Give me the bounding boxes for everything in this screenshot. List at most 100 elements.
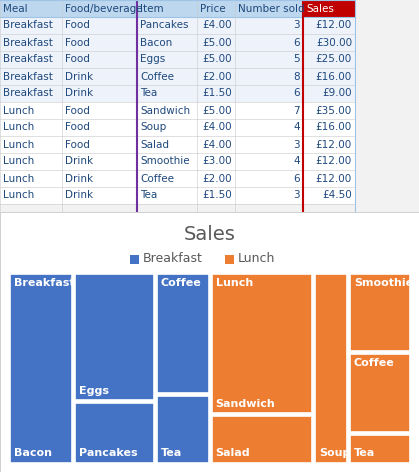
Text: Food/beverage: Food/beverage: [65, 3, 142, 14]
Text: 3: 3: [293, 140, 300, 150]
Text: Tea: Tea: [140, 191, 157, 201]
Text: Pancakes: Pancakes: [140, 20, 189, 31]
Text: Coffee: Coffee: [354, 358, 395, 368]
Text: Tea: Tea: [140, 89, 157, 99]
Bar: [303, 102, 355, 119]
Text: Number sold: Number sold: [238, 3, 305, 14]
Bar: [235, 17, 303, 34]
Bar: [303, 85, 355, 102]
Bar: [137, 68, 197, 85]
Bar: [75, 403, 154, 463]
Bar: [197, 119, 235, 136]
Bar: [0, 119, 62, 136]
Text: Food: Food: [65, 54, 90, 65]
Bar: [137, 51, 197, 68]
Bar: [75, 273, 154, 400]
Bar: [225, 254, 234, 263]
Text: Breakfast: Breakfast: [13, 278, 74, 287]
Text: £2.00: £2.00: [202, 174, 232, 184]
Bar: [0, 51, 62, 68]
Text: £16.00: £16.00: [316, 71, 352, 82]
Bar: [303, 187, 355, 204]
Text: Drink: Drink: [65, 89, 93, 99]
Bar: [303, 17, 355, 34]
Bar: [137, 136, 197, 153]
Text: £1.50: £1.50: [202, 191, 232, 201]
Bar: [0, 0, 62, 17]
Text: Lunch: Lunch: [3, 191, 34, 201]
Bar: [197, 187, 235, 204]
Bar: [62, 68, 137, 85]
Text: Coffee: Coffee: [160, 278, 202, 287]
Text: £2.00: £2.00: [202, 71, 232, 82]
Text: £5.00: £5.00: [202, 106, 232, 116]
Bar: [0, 68, 62, 85]
Bar: [197, 51, 235, 68]
Text: Soup: Soup: [319, 448, 350, 458]
Bar: [197, 17, 235, 34]
Bar: [137, 0, 197, 17]
Text: £25.00: £25.00: [316, 54, 352, 65]
Bar: [303, 170, 355, 187]
Text: Sandwich: Sandwich: [140, 106, 190, 116]
Text: Tea: Tea: [160, 448, 182, 458]
Bar: [235, 34, 303, 51]
Text: Drink: Drink: [65, 191, 93, 201]
Text: £5.00: £5.00: [202, 37, 232, 48]
Bar: [303, 51, 355, 68]
Bar: [137, 102, 197, 119]
Bar: [0, 187, 62, 204]
Bar: [62, 136, 137, 153]
Bar: [235, 153, 303, 170]
Text: Lunch: Lunch: [3, 157, 34, 167]
Bar: [137, 34, 197, 51]
Text: Food: Food: [65, 140, 90, 150]
Text: Eggs: Eggs: [79, 386, 109, 396]
Bar: [62, 153, 137, 170]
Text: Smoothie: Smoothie: [140, 157, 190, 167]
Text: 7: 7: [293, 106, 300, 116]
Text: Item: Item: [140, 3, 164, 14]
Bar: [0, 170, 62, 187]
Text: 6: 6: [293, 89, 300, 99]
Text: Lunch: Lunch: [3, 140, 34, 150]
Bar: [137, 153, 197, 170]
Text: Food: Food: [65, 123, 90, 133]
Bar: [62, 119, 137, 136]
Text: Breakfast: Breakfast: [3, 71, 53, 82]
Text: Soup: Soup: [140, 123, 166, 133]
Text: £3.00: £3.00: [202, 157, 232, 167]
Bar: [315, 273, 347, 463]
Bar: [197, 85, 235, 102]
Text: Food: Food: [65, 37, 90, 48]
Bar: [137, 119, 197, 136]
Text: Eggs: Eggs: [140, 54, 165, 65]
Bar: [197, 102, 235, 119]
Text: £12.00: £12.00: [316, 157, 352, 167]
Bar: [62, 51, 137, 68]
Text: Sales: Sales: [306, 3, 334, 14]
Bar: [303, 0, 355, 17]
Bar: [62, 187, 137, 204]
Text: Food: Food: [65, 106, 90, 116]
Text: £30.00: £30.00: [316, 37, 352, 48]
Bar: [10, 273, 72, 463]
Bar: [0, 153, 62, 170]
Text: Food: Food: [65, 20, 90, 31]
Text: £12.00: £12.00: [316, 174, 352, 184]
Text: Bacon: Bacon: [140, 37, 172, 48]
Bar: [197, 34, 235, 51]
Bar: [235, 85, 303, 102]
Bar: [0, 85, 62, 102]
Text: Lunch: Lunch: [215, 278, 253, 287]
Text: 3: 3: [293, 191, 300, 201]
Bar: [62, 0, 137, 17]
Bar: [62, 17, 137, 34]
Text: Sandwich: Sandwich: [215, 399, 275, 410]
Text: Pancakes: Pancakes: [79, 448, 138, 458]
Bar: [62, 170, 137, 187]
Bar: [235, 119, 303, 136]
Text: Drink: Drink: [65, 157, 93, 167]
Text: 6: 6: [293, 174, 300, 184]
Bar: [235, 102, 303, 119]
